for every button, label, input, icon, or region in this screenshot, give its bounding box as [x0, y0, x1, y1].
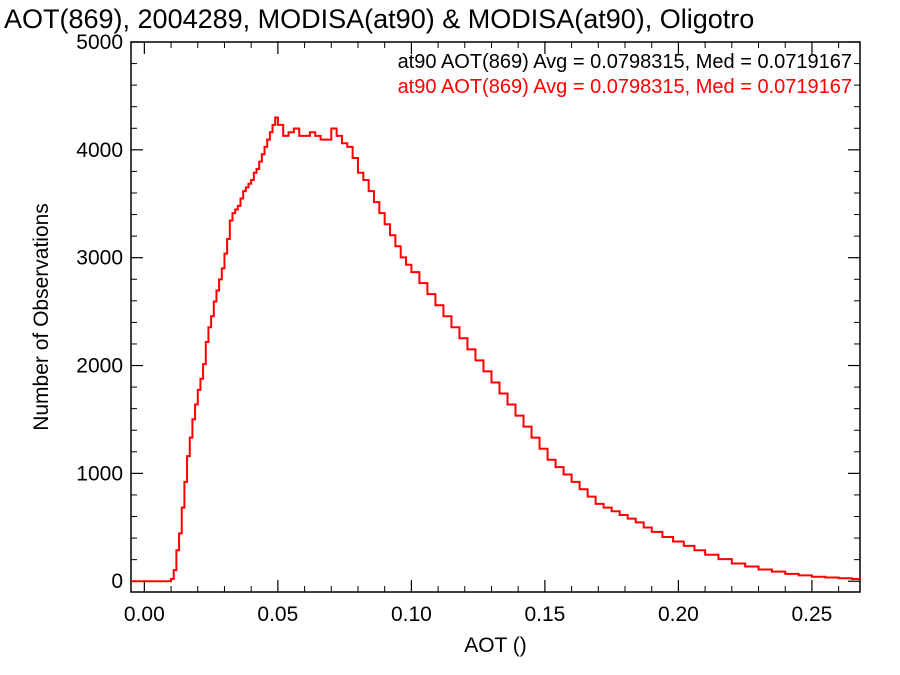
x-axis-label: AOT () [464, 634, 527, 657]
y-tick-label: 1000 [76, 462, 123, 485]
y-tick-label: 4000 [76, 139, 123, 162]
y-tick-label: 3000 [76, 247, 123, 270]
y-tick-label: 5000 [76, 31, 123, 54]
x-tick-label: 0.05 [257, 603, 298, 626]
y-tick-label: 2000 [76, 355, 123, 378]
stats-annotation: at90 AOT(869) Avg = 0.0798315, Med = 0.0… [398, 76, 852, 98]
x-tick-label: 0.15 [524, 603, 565, 626]
chart-title: AOT(869), 2004289, MODISA(at90) & MODISA… [4, 4, 755, 34]
y-tick-label: 0 [111, 570, 123, 593]
histogram-series [131, 116, 861, 583]
plot-frame [130, 41, 861, 593]
x-tick-label: 0.10 [391, 603, 432, 626]
x-tick-label: 0.20 [658, 603, 699, 626]
x-tick-label: 0.25 [791, 603, 832, 626]
stats-annotation: at90 AOT(869) Avg = 0.0798315, Med = 0.0… [398, 51, 852, 73]
x-tick-label: 0.00 [124, 603, 165, 626]
y-axis-label: Number of Observations [30, 203, 53, 431]
